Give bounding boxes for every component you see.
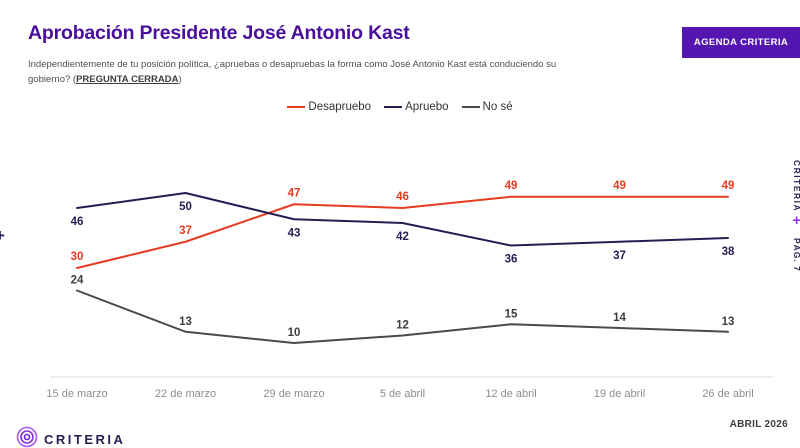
series-line-0 bbox=[76, 195, 729, 269]
page-title: Aprobación Presidente José Antonio Kast bbox=[28, 22, 410, 44]
agenda-criteria-button[interactable]: AGENDA CRITERIA bbox=[682, 27, 800, 58]
legend-label-nose: No sé bbox=[482, 101, 513, 113]
data-label: 43 bbox=[288, 227, 301, 239]
left-plus-decoration: + bbox=[0, 226, 5, 246]
data-label: 37 bbox=[179, 225, 192, 237]
data-label: 13 bbox=[722, 316, 735, 328]
x-tick-label: 26 de abril bbox=[702, 388, 753, 400]
data-label: 47 bbox=[288, 187, 301, 199]
data-label: 50 bbox=[179, 201, 192, 213]
legend-label-desapruebo: Desapruebo bbox=[308, 101, 372, 113]
data-label: 13 bbox=[179, 316, 192, 328]
footer-brand-text: CRITERIA bbox=[44, 431, 126, 447]
data-label: 42 bbox=[396, 231, 409, 243]
x-tick-label: 5 de abril bbox=[380, 388, 425, 400]
data-label: 24 bbox=[71, 275, 84, 287]
x-tick-label: 19 de abril bbox=[594, 388, 645, 400]
data-label: 12 bbox=[396, 320, 409, 332]
criteria-logo: CRITERIA bbox=[16, 426, 125, 448]
data-label: 15 bbox=[505, 308, 518, 320]
data-label: 46 bbox=[396, 191, 409, 203]
data-label: 38 bbox=[722, 246, 735, 258]
data-label: 10 bbox=[288, 327, 301, 339]
chart-legend: Desapruebo Apruebo No sé bbox=[0, 101, 800, 113]
slide: { "header": { "title": "Aprobación Presi… bbox=[0, 22, 800, 448]
criteria-spiral-icon bbox=[16, 426, 38, 448]
legend-item-nose: No sé bbox=[461, 101, 513, 113]
legend-label-apruebo: Apruebo bbox=[405, 101, 449, 113]
data-label: 30 bbox=[71, 251, 84, 263]
data-label: 14 bbox=[613, 312, 626, 324]
data-label: 49 bbox=[613, 180, 626, 192]
survey-question: Independientemente de tu posición políti… bbox=[28, 57, 576, 87]
data-label: 46 bbox=[71, 216, 84, 228]
x-tick-label: 29 de marzo bbox=[263, 388, 324, 400]
legend-item-desapruebo: Desapruebo bbox=[287, 101, 371, 113]
report-date-label: ABRIL 2026 bbox=[729, 419, 788, 430]
question-text: Independientemente de tu posición políti… bbox=[28, 59, 557, 86]
x-tick-label: 12 de abril bbox=[485, 388, 536, 400]
data-label: 49 bbox=[722, 180, 735, 192]
apruebo-line-swatch bbox=[384, 106, 403, 108]
right-plus-decoration: + bbox=[792, 212, 800, 229]
x-tick-label: 15 de marzo bbox=[46, 388, 107, 400]
data-label: 37 bbox=[613, 250, 626, 262]
question-close: ) bbox=[178, 74, 182, 86]
series-line-2 bbox=[76, 289, 729, 344]
series-line-1 bbox=[76, 192, 729, 247]
data-label: 36 bbox=[505, 254, 518, 266]
data-label: 49 bbox=[505, 180, 518, 192]
x-tick-label: 22 de marzo bbox=[155, 388, 216, 400]
approval-line-chart: 15 de marzo 22 de marzo 29 de marzo 5 de ab… bbox=[46, 180, 773, 400]
side-brand-label: CRITERIA bbox=[792, 160, 800, 213]
legend-item-apruebo: Apruebo bbox=[384, 101, 449, 113]
question-emphasis: PREGUNTA CERRADA bbox=[76, 74, 179, 86]
desapruebo-line-swatch bbox=[287, 106, 306, 108]
page-number-label: PÁG. 7 bbox=[792, 238, 800, 272]
nose-line-swatch bbox=[461, 106, 480, 108]
